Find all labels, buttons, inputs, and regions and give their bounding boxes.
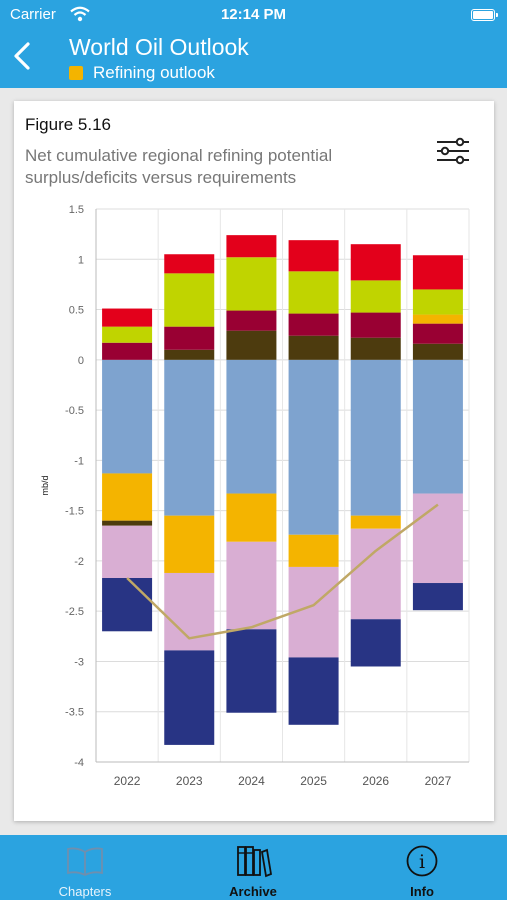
bar-segment-3-2026 — [350, 528, 401, 620]
bar-segment-0-2022 — [102, 359, 153, 474]
y-tick-label: -0.5 — [65, 405, 84, 417]
bar-segment-8-2025 — [288, 271, 339, 314]
bar-segment-0-2023 — [164, 359, 215, 516]
y-tick-label: -1.5 — [65, 506, 84, 518]
y-tick-label: 0.5 — [69, 305, 84, 317]
bar-segment-5-2027 — [412, 343, 463, 360]
bar-segment-0-2026 — [350, 359, 401, 516]
bar-segment-3-2024 — [226, 541, 277, 630]
bar-segment-4-2027 — [412, 583, 463, 611]
bar-segment-3-2022 — [102, 525, 153, 579]
chapter-color-swatch — [69, 66, 83, 80]
x-tick-label: 2025 — [300, 774, 327, 788]
bar-segment-1-2023 — [164, 515, 215, 573]
bar-segment-4-2023 — [164, 650, 215, 745]
bar-segment-8-2026 — [350, 280, 401, 313]
nav-title: World Oil Outlook — [69, 34, 249, 60]
y-tick-label: 1 — [78, 254, 84, 266]
bar-segment-0-2027 — [412, 359, 463, 494]
nav-subtitle-label: Refining outlook — [93, 63, 215, 82]
y-tick-label: -2 — [74, 556, 84, 568]
y-tick-label: -1 — [74, 455, 84, 467]
bar-segment-9-2025 — [288, 240, 339, 272]
bar-segment-9-2026 — [350, 244, 401, 281]
info-icon: i — [406, 845, 438, 877]
bar-segment-4-2024 — [226, 629, 277, 713]
requirement-line — [126, 503, 439, 640]
y-tick-label: 1.5 — [69, 204, 84, 216]
stacked-bar-chart: 1.5 1 0.5 0 -0.5 -1 -1.5 -2 -2.5 -3 -3.5 -4 2022 2023… — [40, 204, 470, 788]
bar-segment-9-2027 — [412, 255, 463, 290]
bar-segment-4-2025 — [288, 657, 339, 725]
bar-segment-0-2024 — [226, 359, 277, 494]
bar-segment-4-2026 — [350, 619, 401, 667]
bar-segment-2-2022 — [102, 520, 153, 526]
bar-segment-4-2022 — [102, 578, 153, 632]
bar-segment-8-2023 — [164, 273, 215, 327]
x-tick-label: 2024 — [238, 774, 265, 788]
bar-segment-6-2025 — [288, 313, 339, 336]
bar-segment-9-2022 — [102, 308, 153, 327]
carrier-label: Carrier — [10, 6, 56, 23]
bar-segment-7-2027 — [412, 314, 463, 324]
figure-description: Net cumulative regional refining potenti… — [25, 146, 333, 187]
header: Carrier 12:14 PM World Oil Outlook Refin… — [0, 0, 507, 88]
bar-segment-6-2023 — [164, 326, 215, 350]
bar-segment-9-2024 — [226, 235, 277, 258]
open-book-icon — [67, 847, 103, 877]
y-tick-label: -4 — [74, 757, 84, 769]
bar-segment-5-2026 — [350, 337, 401, 360]
bar-segment-3-2027 — [412, 493, 463, 584]
nav-subtitle: Refining outlook — [69, 63, 215, 83]
bar-segment-6-2027 — [412, 323, 463, 344]
status-bar: Carrier 12:14 PM — [0, 0, 507, 30]
tab-chapters-label: Chapters — [58, 884, 112, 899]
bar-segment-8-2027 — [412, 289, 463, 315]
y-tick-label: -3.5 — [65, 707, 84, 719]
bar-segment-6-2022 — [102, 342, 153, 360]
wifi-icon — [70, 6, 90, 22]
bar-segment-8-2022 — [102, 326, 153, 343]
tab-info-label: Info — [410, 884, 434, 899]
bar-segment-9-2023 — [164, 254, 215, 274]
y-axis-label: mb/d — [40, 475, 50, 495]
bar-segment-1-2025 — [288, 534, 339, 567]
tab-bar: Chapters Archive i Info — [0, 835, 507, 900]
bar-segment-0-2025 — [288, 359, 339, 535]
tab-info[interactable]: i Info — [372, 835, 472, 900]
x-tick-label: 2022 — [114, 774, 141, 788]
bar-segment-6-2024 — [226, 310, 277, 331]
tab-archive-label: Archive — [229, 884, 277, 899]
tab-chapters[interactable]: Chapters — [35, 835, 135, 900]
x-tick-label: 2027 — [425, 774, 452, 788]
svg-text:i: i — [419, 851, 425, 873]
x-tick-label: 2023 — [176, 774, 203, 788]
bar-segment-6-2026 — [350, 312, 401, 338]
bar-segment-5-2025 — [288, 335, 339, 360]
bar-segment-1-2026 — [350, 515, 401, 529]
battery-icon — [471, 9, 498, 21]
bar-segment-1-2022 — [102, 473, 153, 521]
filter-sliders-icon[interactable] — [435, 137, 471, 165]
x-tick-label: 2026 — [362, 774, 389, 788]
tab-archive[interactable]: Archive — [203, 835, 303, 900]
bar-segment-5-2024 — [226, 330, 277, 360]
figure-label: Figure 5.16 — [25, 115, 111, 134]
clock: 12:14 PM — [220, 6, 287, 23]
figure-card: Figure 5.16 Net cumulative regional refi… — [14, 101, 494, 821]
y-tick-label: -2.5 — [65, 606, 84, 618]
y-tick-label: 0 — [78, 355, 84, 367]
bar-segment-5-2023 — [164, 349, 215, 360]
books-icon — [237, 846, 273, 878]
bar-segment-1-2024 — [226, 493, 277, 542]
back-chevron-icon[interactable] — [8, 40, 36, 72]
y-tick-label: -3 — [74, 656, 84, 668]
bar-segment-8-2024 — [226, 257, 277, 311]
